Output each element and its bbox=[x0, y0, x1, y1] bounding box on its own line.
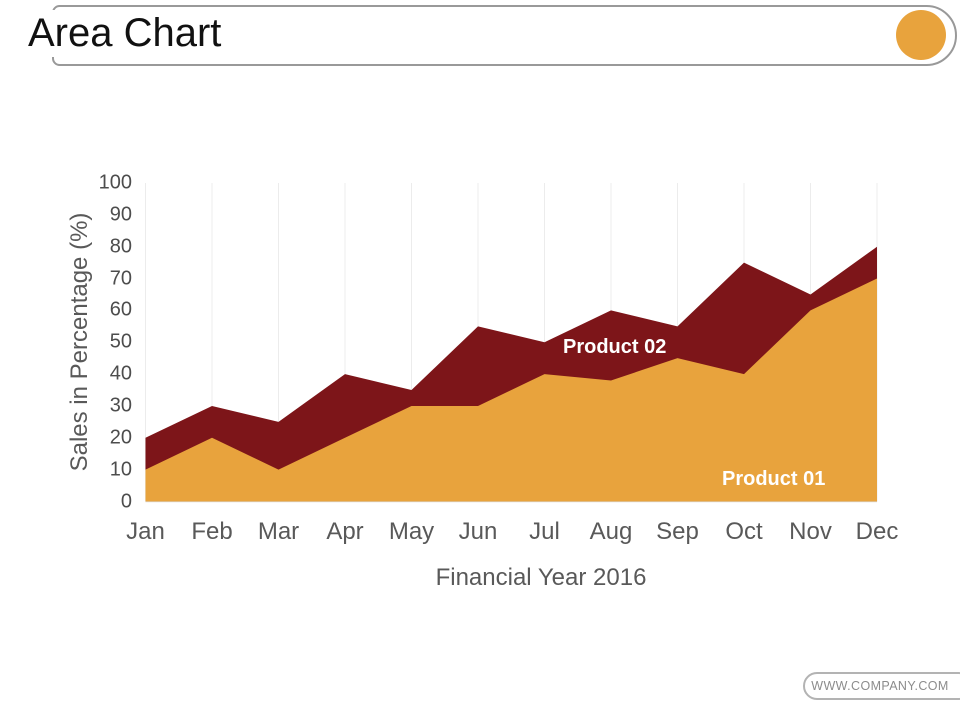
y-tick-label: 60 bbox=[109, 298, 132, 321]
y-tick-label: 100 bbox=[98, 171, 132, 194]
x-tick-label: Aug bbox=[589, 518, 633, 545]
series-label-product-02: Product 02 bbox=[563, 336, 667, 358]
x-tick-label: Jul bbox=[529, 518, 560, 545]
x-tick-label: Mar bbox=[257, 518, 300, 545]
series-label-product-01: Product 01 bbox=[722, 468, 826, 490]
x-tick-label: May bbox=[388, 518, 435, 545]
x-tick-label: Jan bbox=[126, 518, 165, 545]
x-tick-label: Nov bbox=[789, 518, 832, 545]
accent-circle bbox=[896, 10, 946, 60]
x-tick-label: Apr bbox=[326, 518, 364, 545]
y-axis-title: Sales in Percentage (%) bbox=[66, 212, 93, 472]
x-tick-label: Feb bbox=[191, 518, 233, 545]
y-tick-label: 10 bbox=[109, 458, 132, 481]
y-tick-label: 90 bbox=[109, 203, 132, 226]
y-tick-label: 0 bbox=[120, 490, 132, 512]
y-tick-label: 80 bbox=[109, 235, 132, 258]
y-tick-label: 20 bbox=[109, 426, 132, 449]
y-tick-label: 40 bbox=[109, 362, 132, 385]
page-title: Area Chart bbox=[28, 10, 238, 56]
y-tick-label: 70 bbox=[109, 267, 132, 290]
footer-pill: WWW.COMPANY.COM bbox=[803, 672, 960, 700]
product-01-area bbox=[145, 278, 877, 502]
x-axis-title: Financial Year 2016 bbox=[435, 564, 647, 591]
x-tick-label: Jun bbox=[458, 518, 498, 545]
x-tick-label: Oct bbox=[725, 518, 763, 545]
y-tick-label: 30 bbox=[109, 394, 132, 417]
x-tick-label: Dec bbox=[855, 518, 899, 545]
footer-website: WWW.COMPANY.COM bbox=[811, 679, 949, 693]
y-tick-label: 50 bbox=[109, 330, 132, 353]
x-tick-label: Sep bbox=[656, 518, 699, 545]
footer-pill-right-gap bbox=[957, 680, 960, 692]
